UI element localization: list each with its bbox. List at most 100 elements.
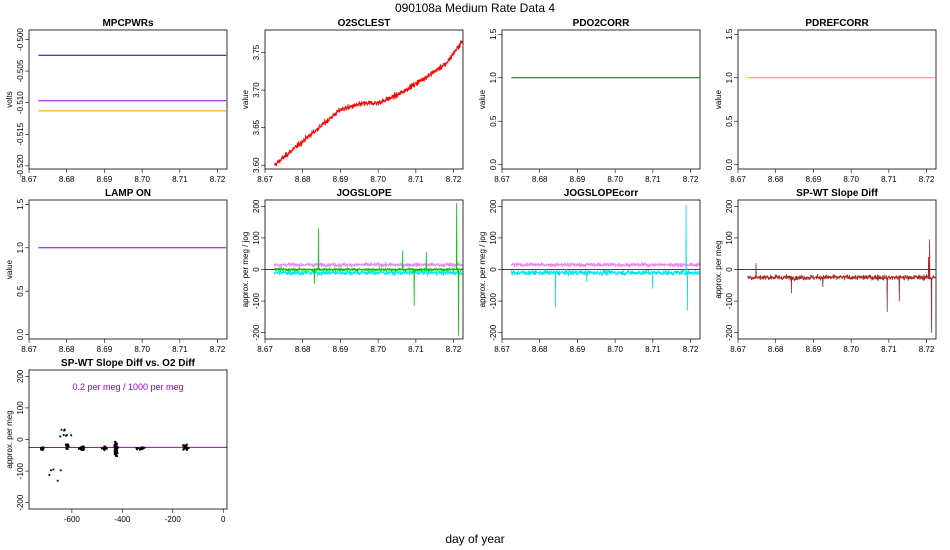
y-tick-label: -0.505 xyxy=(16,59,25,82)
y-tick-label: 0.5 xyxy=(489,115,498,127)
scatter-point xyxy=(142,447,145,450)
y-tick-label: 200 xyxy=(252,199,261,213)
scatter-point xyxy=(116,450,118,452)
scatter-point xyxy=(66,434,68,436)
x-tick-label: 8.70 xyxy=(134,345,150,354)
scatter-point xyxy=(103,448,106,451)
series-line-red xyxy=(274,40,463,167)
panel-title: JOGSLOPEcorr xyxy=(564,188,639,199)
x-tick-label: 8.67 xyxy=(257,175,273,184)
scatter-point xyxy=(117,446,119,449)
x-tick-label: 8.71 xyxy=(172,175,188,184)
panel-title: PDREFCORR xyxy=(805,18,869,29)
scatter-point xyxy=(100,447,103,450)
scatter-point xyxy=(66,447,69,450)
x-tick-label: 8.69 xyxy=(333,345,349,354)
y-axis-label: approx. per meg xyxy=(714,240,723,298)
y-axis-label: value xyxy=(714,89,723,109)
y-tick-label: 0 xyxy=(252,267,261,272)
y-tick-label: 0 xyxy=(725,267,734,272)
y-tick-label: -200 xyxy=(489,324,498,341)
scatter-point xyxy=(70,434,73,437)
scatter-point xyxy=(56,479,59,482)
x-tick-label: 8.69 xyxy=(806,345,822,354)
scatter-point xyxy=(139,448,141,451)
panel-frame xyxy=(737,199,937,340)
y-axis-label: value xyxy=(241,89,250,109)
x-tick-label: 8.70 xyxy=(370,345,386,354)
scatter-point xyxy=(184,445,187,447)
x-tick-label: 8.72 xyxy=(919,175,935,184)
x-tick-label: 8.67 xyxy=(494,175,510,184)
scatter-point xyxy=(62,434,65,436)
scatter-point xyxy=(116,455,118,458)
x-tick-label: 8.71 xyxy=(881,345,897,354)
y-tick-label: -200 xyxy=(16,494,25,511)
y-tick-label: 0.0 xyxy=(489,159,498,171)
x-tick-label: 8.71 xyxy=(408,175,424,184)
series-line-cyan xyxy=(274,268,463,277)
x-tick-label: 8.67 xyxy=(257,345,273,354)
scatter-point xyxy=(66,445,68,448)
x-tick-label: 8.72 xyxy=(683,345,699,354)
x-tick-label: -600 xyxy=(64,515,81,524)
x-tick-label: 0 xyxy=(221,515,226,524)
scatter-point xyxy=(139,447,141,450)
panel-4: LAMP ON value 8.67 8.68 8.69 8.70 8.71 8.72 0.0 0… xyxy=(5,188,228,354)
x-tick-label: 8.70 xyxy=(370,175,386,184)
y-axis-label: volts xyxy=(5,91,14,107)
panel-frame xyxy=(737,29,937,170)
panel-5: JOGSLOPE approx. per meg / jog 8.67 8.68 8.6… xyxy=(241,188,464,354)
scatter-point xyxy=(186,449,188,451)
y-tick-label: 1.5 xyxy=(725,28,734,40)
scatter-point xyxy=(115,446,118,449)
x-tick-label: 8.72 xyxy=(446,345,462,354)
plot-area xyxy=(502,204,700,311)
y-tick-label: -100 xyxy=(725,293,734,310)
y-tick-label: 200 xyxy=(725,199,734,213)
scatter-point xyxy=(50,469,52,472)
scatter-point xyxy=(114,451,117,453)
x-tick-label: 8.68 xyxy=(532,345,548,354)
scatter-point xyxy=(135,447,138,449)
scatter-point xyxy=(141,447,143,449)
scatter-point xyxy=(83,446,86,449)
x-tick-label: 8.67 xyxy=(730,345,746,354)
x-tick-label: 8.69 xyxy=(806,175,822,184)
x-tick-label: 8.72 xyxy=(919,345,935,354)
x-tick-label: 8.70 xyxy=(134,175,150,184)
panel-7: SP-WT Slope Diff approx. per meg 8.67 8.68 8… xyxy=(714,188,937,354)
y-tick-label: 1.0 xyxy=(725,72,734,84)
scatter-point xyxy=(52,468,55,471)
panel-title: O2SCLEST xyxy=(338,18,391,29)
scatter-point xyxy=(186,443,188,446)
scatter-point xyxy=(41,447,44,450)
panel-title: SP-WT Slope Diff xyxy=(796,188,878,199)
panel-frame xyxy=(28,199,228,340)
scatter-point xyxy=(114,442,117,445)
panel-0: MPCPWRs volts 8.67 8.68 8.69 8.70 8.71 8.72 -0.5… xyxy=(5,18,228,184)
scatter-point xyxy=(82,446,85,449)
x-tick-label: 8.68 xyxy=(768,175,784,184)
x-tick-label: 8.68 xyxy=(532,175,548,184)
y-tick-label: 0.5 xyxy=(16,285,25,297)
scatter-point xyxy=(183,446,186,449)
x-tick-label: 8.67 xyxy=(21,345,37,354)
x-tick-label: 8.71 xyxy=(408,345,424,354)
x-tick-label: 8.71 xyxy=(881,175,897,184)
x-tick-label: 8.72 xyxy=(446,175,462,184)
y-tick-label: 0 xyxy=(489,267,498,272)
panel-frame xyxy=(28,29,228,170)
scatter-point xyxy=(113,443,116,446)
panel-frame xyxy=(264,29,464,170)
scatter-point xyxy=(115,444,117,446)
scatter-point xyxy=(82,445,85,448)
plot-area xyxy=(38,54,227,112)
y-tick-label: 0.5 xyxy=(725,115,734,127)
panel-frame xyxy=(501,29,701,170)
y-tick-label: 1.5 xyxy=(489,28,498,40)
scatter-point xyxy=(77,447,80,450)
panel-title: JOGSLOPE xyxy=(336,188,391,199)
y-tick-label: 0.0 xyxy=(725,159,734,171)
